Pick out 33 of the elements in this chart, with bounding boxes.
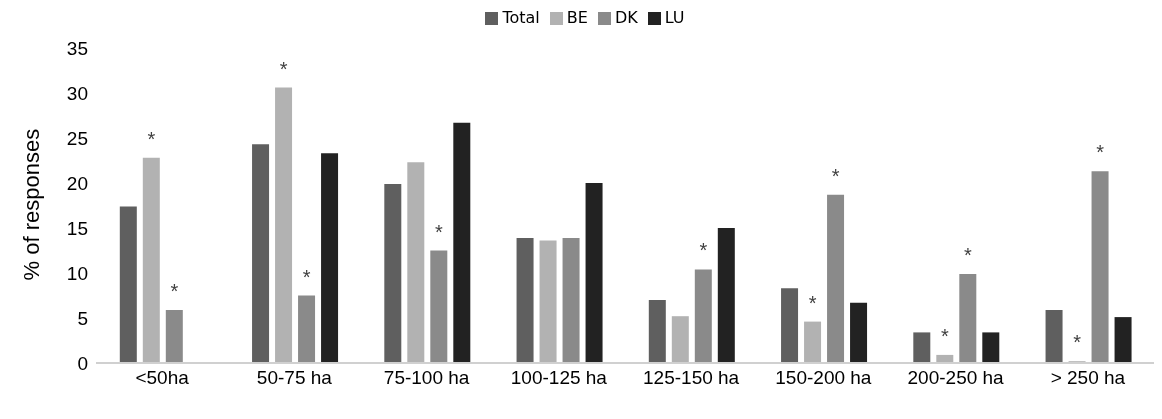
annotation: *: [963, 243, 972, 266]
y-tick-label: 10: [66, 262, 88, 284]
y-axis-title: % of responses: [18, 128, 44, 281]
annotation: *: [1096, 141, 1105, 164]
annotation: *: [434, 220, 443, 243]
annotation: *: [147, 127, 156, 150]
annotation: *: [940, 324, 949, 347]
y-tick-label: 25: [66, 127, 88, 149]
annotation: *: [279, 57, 288, 80]
annotation: *: [808, 291, 817, 314]
x-tick-label: 125-150 ha: [643, 367, 740, 389]
legend-label: Total: [502, 8, 540, 27]
annotation: *: [1073, 331, 1082, 354]
legend-label: LU: [664, 8, 685, 27]
y-tick-label: 20: [66, 172, 88, 194]
y-tick-label: 15: [66, 217, 88, 239]
x-tick-label: > 250 ha: [1050, 367, 1126, 389]
x-tick-label: 75-100 ha: [383, 367, 470, 389]
x-tick-label: 200-250 ha: [907, 367, 1005, 389]
legend-label: BE: [566, 8, 588, 27]
legend-label: DK: [614, 8, 638, 27]
x-tick-label: 150-200 ha: [775, 367, 872, 389]
annotation: *: [831, 164, 840, 187]
y-tick-label: 35: [66, 37, 88, 59]
annotation: *: [170, 279, 179, 302]
y-tick-label: 5: [77, 307, 88, 329]
y-tick-label: 0: [77, 352, 88, 374]
x-tick-label: 50-75 ha: [256, 367, 333, 389]
x-tick-label: 100-125 ha: [510, 367, 608, 389]
y-tick-label: 30: [66, 82, 88, 104]
x-tick-label: <50ha: [135, 367, 190, 389]
annotation: *: [302, 265, 311, 288]
annotation: *: [699, 239, 708, 262]
